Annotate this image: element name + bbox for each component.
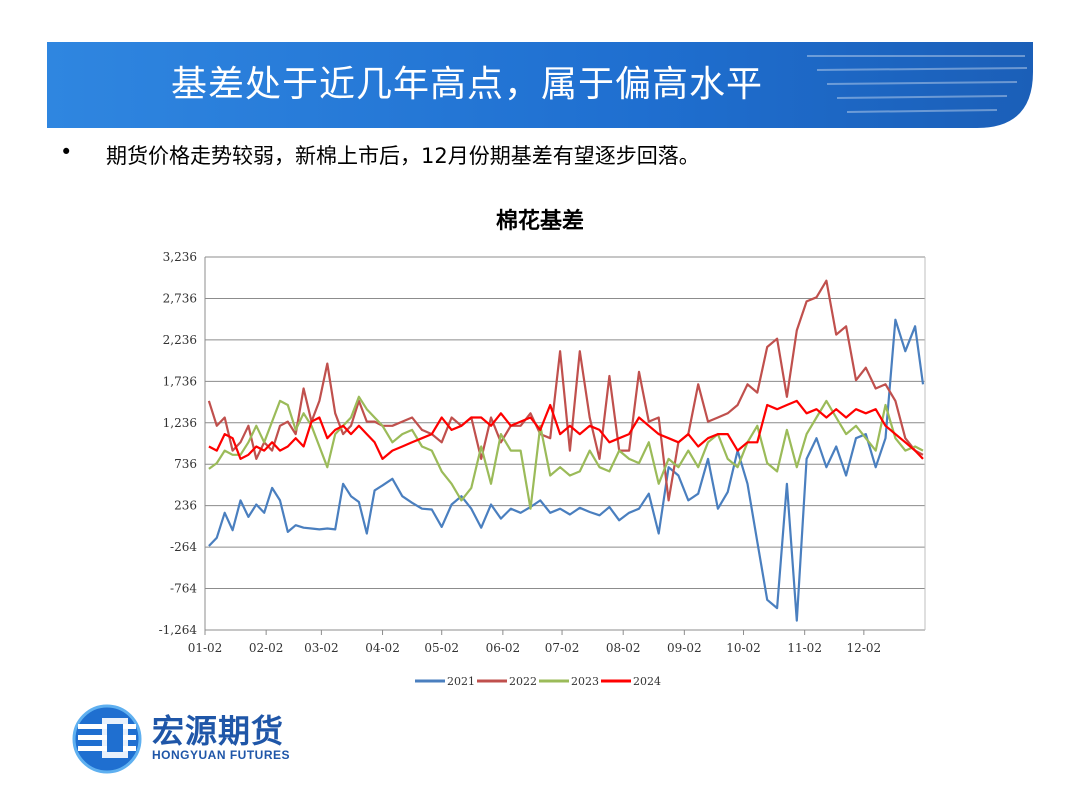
y-tick-label: -264 — [170, 540, 197, 554]
x-tick-label: 11-02 — [787, 641, 822, 655]
series-line-2024 — [208, 399, 924, 460]
logo-name-en: HONGYUAN FUTURES — [152, 748, 291, 762]
chart-legend: 2021 2022 2023 2024 — [415, 675, 661, 688]
series-line-2022 — [207, 279, 924, 502]
page-title: 基差处于近几年高点，属于偏高水平 — [170, 64, 763, 105]
y-tick-label: 2,736 — [163, 291, 197, 305]
legend-label-2023: 2023 — [571, 675, 599, 688]
bullet-marker: • — [60, 140, 73, 164]
y-tick-label: -1,264 — [159, 623, 198, 637]
x-tick-label: 06-02 — [486, 641, 521, 655]
y-tick-label: 736 — [174, 457, 197, 471]
x-tick-label: 08-02 — [606, 641, 641, 655]
legend-label-2021: 2021 — [447, 675, 475, 688]
y-tick-label: 1,736 — [163, 374, 197, 388]
chart-title: 棉花基差 — [496, 208, 584, 234]
series-line-2021 — [208, 318, 925, 622]
y-tick-label: 2,236 — [163, 333, 197, 347]
plot-area — [207, 279, 925, 622]
banner-decoration — [807, 55, 1028, 113]
x-tick-label: 10-02 — [726, 641, 761, 655]
y-tick-label: 236 — [174, 499, 197, 513]
header-banner: 基差处于近几年高点，属于偏高水平 — [47, 42, 1033, 128]
x-tick-label: 02-02 — [249, 641, 284, 655]
x-tick-label: 01-02 — [188, 641, 223, 655]
legend-label-2024: 2024 — [633, 675, 661, 688]
x-tick-label: 07-02 — [545, 641, 580, 655]
x-axis-ticks: 01-02 02-02 03-02 04-02 05-02 06-02 07-02 08-02… — [188, 630, 881, 655]
legend-label-2022: 2022 — [509, 675, 537, 688]
company-logo: 宏源期货 HONGYUAN FUTURES — [72, 700, 332, 780]
logo-emblem-icon — [72, 704, 142, 774]
x-tick-label: 09-02 — [667, 641, 702, 655]
y-tick-label: 1,236 — [163, 416, 197, 430]
x-tick-label: 04-02 — [365, 641, 400, 655]
y-tick-label: -764 — [170, 582, 197, 596]
bullet-text: 期货价格走势较弱，新棉上市后，12月份期基差有望逐步回落。 — [106, 144, 700, 168]
y-tick-label: 3,236 — [163, 250, 197, 264]
x-tick-label: 12-02 — [847, 641, 882, 655]
cotton-basis-chart: 棉花基差 -1,264 -764 -264 236 736 1,236 1,736 2,236… — [159, 208, 926, 688]
logo-name-cn: 宏源期货 — [152, 712, 285, 750]
y-axis-ticks: -1,264 -764 -264 236 736 1,236 1,736 2,236 2,736… — [159, 250, 198, 637]
chart-gridlines — [204, 256, 926, 631]
banner-background — [47, 42, 1033, 128]
x-tick-label: 05-02 — [424, 641, 459, 655]
x-tick-label: 03-02 — [304, 641, 339, 655]
